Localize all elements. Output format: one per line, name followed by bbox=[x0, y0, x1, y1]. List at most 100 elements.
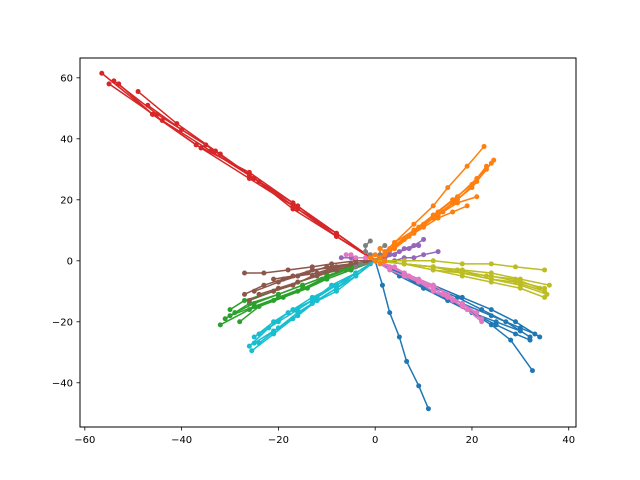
series-5-line-2-point-2 bbox=[329, 261, 335, 267]
series-7-line-1-point-3 bbox=[353, 264, 359, 270]
x-tick-label: 0 bbox=[372, 435, 378, 446]
series-0-line-0-point-3 bbox=[396, 334, 402, 340]
series-6-line-4-point-1 bbox=[387, 264, 393, 270]
series-9-line-5-point-1 bbox=[353, 270, 359, 276]
series-8 bbox=[372, 258, 552, 300]
series-1-line-6-point-2 bbox=[416, 224, 422, 230]
series-9-line-2-point-6 bbox=[246, 343, 252, 349]
series-1-line-5-point-2 bbox=[401, 236, 407, 242]
series-9-line-3-point-6 bbox=[249, 348, 255, 354]
series-9-line-2-point-4 bbox=[285, 310, 291, 316]
series-9-line-4-point-5 bbox=[275, 319, 281, 325]
series-5-line-1-point-3 bbox=[309, 273, 315, 279]
plot-area bbox=[99, 70, 552, 412]
series-9-line-5-point-2 bbox=[333, 285, 339, 291]
series-10-line-1-point-1 bbox=[367, 255, 373, 261]
series-6-line-3-point-1 bbox=[363, 255, 369, 261]
series-8-line-3-point-2 bbox=[430, 258, 436, 264]
series-5-line-5-point-4 bbox=[290, 273, 296, 279]
series-2-line-2-point-4 bbox=[275, 291, 281, 297]
series-3 bbox=[99, 70, 378, 264]
series-9-line-5-point-3 bbox=[314, 297, 320, 303]
series-2-line-3-point-5 bbox=[246, 307, 252, 313]
series-1-line-6-point-5 bbox=[474, 175, 480, 181]
series-3-line-5-point-3 bbox=[256, 179, 262, 185]
series-4-line-1-point-4 bbox=[411, 255, 417, 261]
axes-frame bbox=[79, 57, 577, 428]
series-1-line-0-point-3 bbox=[430, 203, 436, 209]
series-3-line-4-point-6 bbox=[116, 81, 122, 87]
series-8-line-6-point-2 bbox=[430, 264, 436, 270]
series-8-line-3-point-6 bbox=[542, 267, 548, 273]
series-8-line-6-point-4 bbox=[488, 273, 494, 279]
series-7-line-0-point-2 bbox=[363, 249, 369, 255]
series-1-line-6-point-3 bbox=[435, 209, 441, 215]
series-3-line-1-point-6 bbox=[99, 70, 105, 76]
series-5-line-5-point-5 bbox=[271, 276, 277, 282]
series-3-line-5-point-1 bbox=[333, 233, 339, 239]
series-1-line-5-point-5 bbox=[450, 209, 456, 215]
series-6-line-4-point-4 bbox=[430, 285, 436, 291]
series-1-line-0-point-4 bbox=[445, 185, 451, 191]
series-7-line-0-point-3 bbox=[363, 243, 369, 249]
series-8-line-4-point-6 bbox=[544, 291, 550, 297]
series-3-line-5-point-4 bbox=[217, 151, 223, 157]
series-4-line-2-point-2 bbox=[387, 252, 393, 258]
series-4-line-1-point-5 bbox=[421, 252, 427, 258]
y-tick-label: 0 bbox=[67, 256, 73, 267]
series-1-line-5-point-4 bbox=[435, 215, 441, 221]
series-3-line-2-point-6 bbox=[135, 89, 141, 95]
series-5-line-4-point-6 bbox=[242, 291, 248, 297]
series-2-line-3-point-6 bbox=[217, 322, 223, 328]
series-7-line-2-point-3 bbox=[382, 243, 388, 249]
series-0-line-0-point-5 bbox=[416, 383, 422, 389]
series-2-line-4-point-5 bbox=[256, 304, 262, 310]
series-10-line-0-point-3 bbox=[382, 249, 388, 255]
series-3-line-4-point-4 bbox=[193, 142, 199, 148]
series-3-line-5-point-2 bbox=[295, 206, 301, 212]
series-7-line-1-point-2 bbox=[358, 261, 364, 267]
series-10-line-1-point-5 bbox=[377, 261, 383, 267]
series-1 bbox=[372, 143, 497, 264]
series-1-line-3-point-4 bbox=[440, 209, 446, 215]
series-0-line-3-point-5 bbox=[513, 319, 519, 325]
series-1-line-6-point-4 bbox=[454, 194, 460, 200]
series-0-line-2-point-4 bbox=[488, 322, 494, 328]
series-5-line-1-point-5 bbox=[271, 288, 277, 294]
series-2-line-4-point-2 bbox=[324, 276, 330, 282]
series-2-line-5-point-5 bbox=[242, 297, 248, 303]
series-1-line-5-point-3 bbox=[421, 224, 427, 230]
series-0-line-3-point-4 bbox=[488, 307, 494, 313]
series-8-line-6-point-3 bbox=[459, 270, 465, 276]
series-9-line-4-point-4 bbox=[295, 307, 301, 313]
series-6-line-4-point-3 bbox=[416, 279, 422, 285]
series-0-line-6-point-5 bbox=[493, 319, 499, 325]
series-0-line-2-point-6 bbox=[529, 368, 535, 374]
series-6-line-3-point-4 bbox=[343, 252, 349, 258]
series-10-line-1-point-0 bbox=[372, 258, 378, 264]
series-9-line-5-point-5 bbox=[271, 328, 277, 334]
series-9-line-4-point-6 bbox=[256, 331, 262, 337]
series-10-line-0-point-4 bbox=[377, 246, 383, 252]
series-2-line-5-point-6 bbox=[227, 307, 233, 313]
series-3-line-5-point-5 bbox=[179, 127, 185, 133]
series-1-line-0-point-6 bbox=[481, 143, 487, 149]
series-9-line-5-point-4 bbox=[295, 313, 301, 319]
series-2-line-2-point-3 bbox=[300, 282, 306, 288]
series-1-line-6-point-6 bbox=[488, 160, 494, 166]
series-6-line-3-point-2 bbox=[353, 255, 359, 261]
series-3-line-3-point-6 bbox=[106, 81, 112, 87]
x-tick-label: 20 bbox=[466, 435, 479, 446]
tick-layer: −60 −40 −20 0 20 40 −40 −20 0 20 40 60 bbox=[52, 73, 575, 446]
series-0-line-0-point-1 bbox=[379, 282, 385, 288]
series-8-line-3-point-5 bbox=[513, 264, 519, 270]
series-0-line-6-point-2 bbox=[421, 285, 427, 291]
y-tick-label: 60 bbox=[60, 73, 73, 84]
series-1-line-3-point-5 bbox=[454, 200, 460, 206]
series-2-line-2-point-6 bbox=[222, 316, 228, 322]
series-0-line-0-point-4 bbox=[404, 358, 410, 364]
series-0-line-2-point-5 bbox=[508, 337, 514, 343]
series-6-line-4-point-6 bbox=[459, 304, 465, 310]
y-tick-label: −40 bbox=[52, 378, 73, 389]
